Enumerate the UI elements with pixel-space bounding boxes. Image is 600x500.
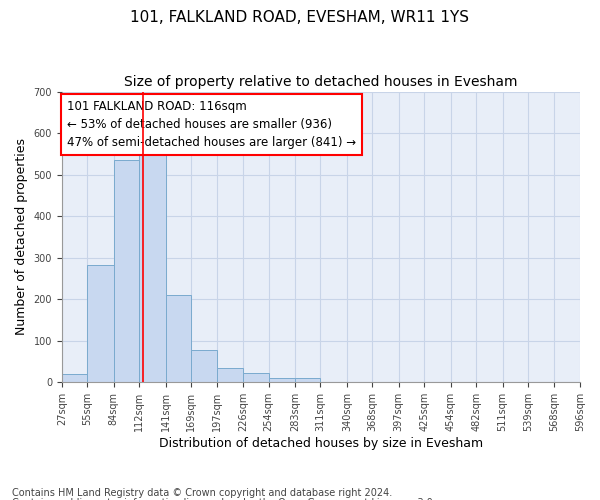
Title: Size of property relative to detached houses in Evesham: Size of property relative to detached ho… — [124, 75, 518, 89]
Bar — [269, 378, 295, 382]
Bar — [139, 138, 166, 382]
Bar — [295, 378, 320, 382]
Bar — [113, 160, 139, 382]
Bar — [217, 368, 243, 382]
Text: 101, FALKLAND ROAD, EVESHAM, WR11 1YS: 101, FALKLAND ROAD, EVESHAM, WR11 1YS — [131, 10, 470, 25]
Bar — [62, 374, 87, 382]
Bar — [87, 265, 113, 382]
Text: Contains public sector information licensed under the Open Government Licence v3: Contains public sector information licen… — [12, 498, 436, 500]
X-axis label: Distribution of detached houses by size in Evesham: Distribution of detached houses by size … — [159, 437, 483, 450]
Y-axis label: Number of detached properties: Number of detached properties — [15, 138, 28, 336]
Bar — [243, 373, 269, 382]
Bar — [191, 350, 217, 382]
Text: 101 FALKLAND ROAD: 116sqm
← 53% of detached houses are smaller (936)
47% of semi: 101 FALKLAND ROAD: 116sqm ← 53% of detac… — [67, 100, 356, 150]
Bar — [166, 295, 191, 382]
Text: Contains HM Land Registry data © Crown copyright and database right 2024.: Contains HM Land Registry data © Crown c… — [12, 488, 392, 498]
